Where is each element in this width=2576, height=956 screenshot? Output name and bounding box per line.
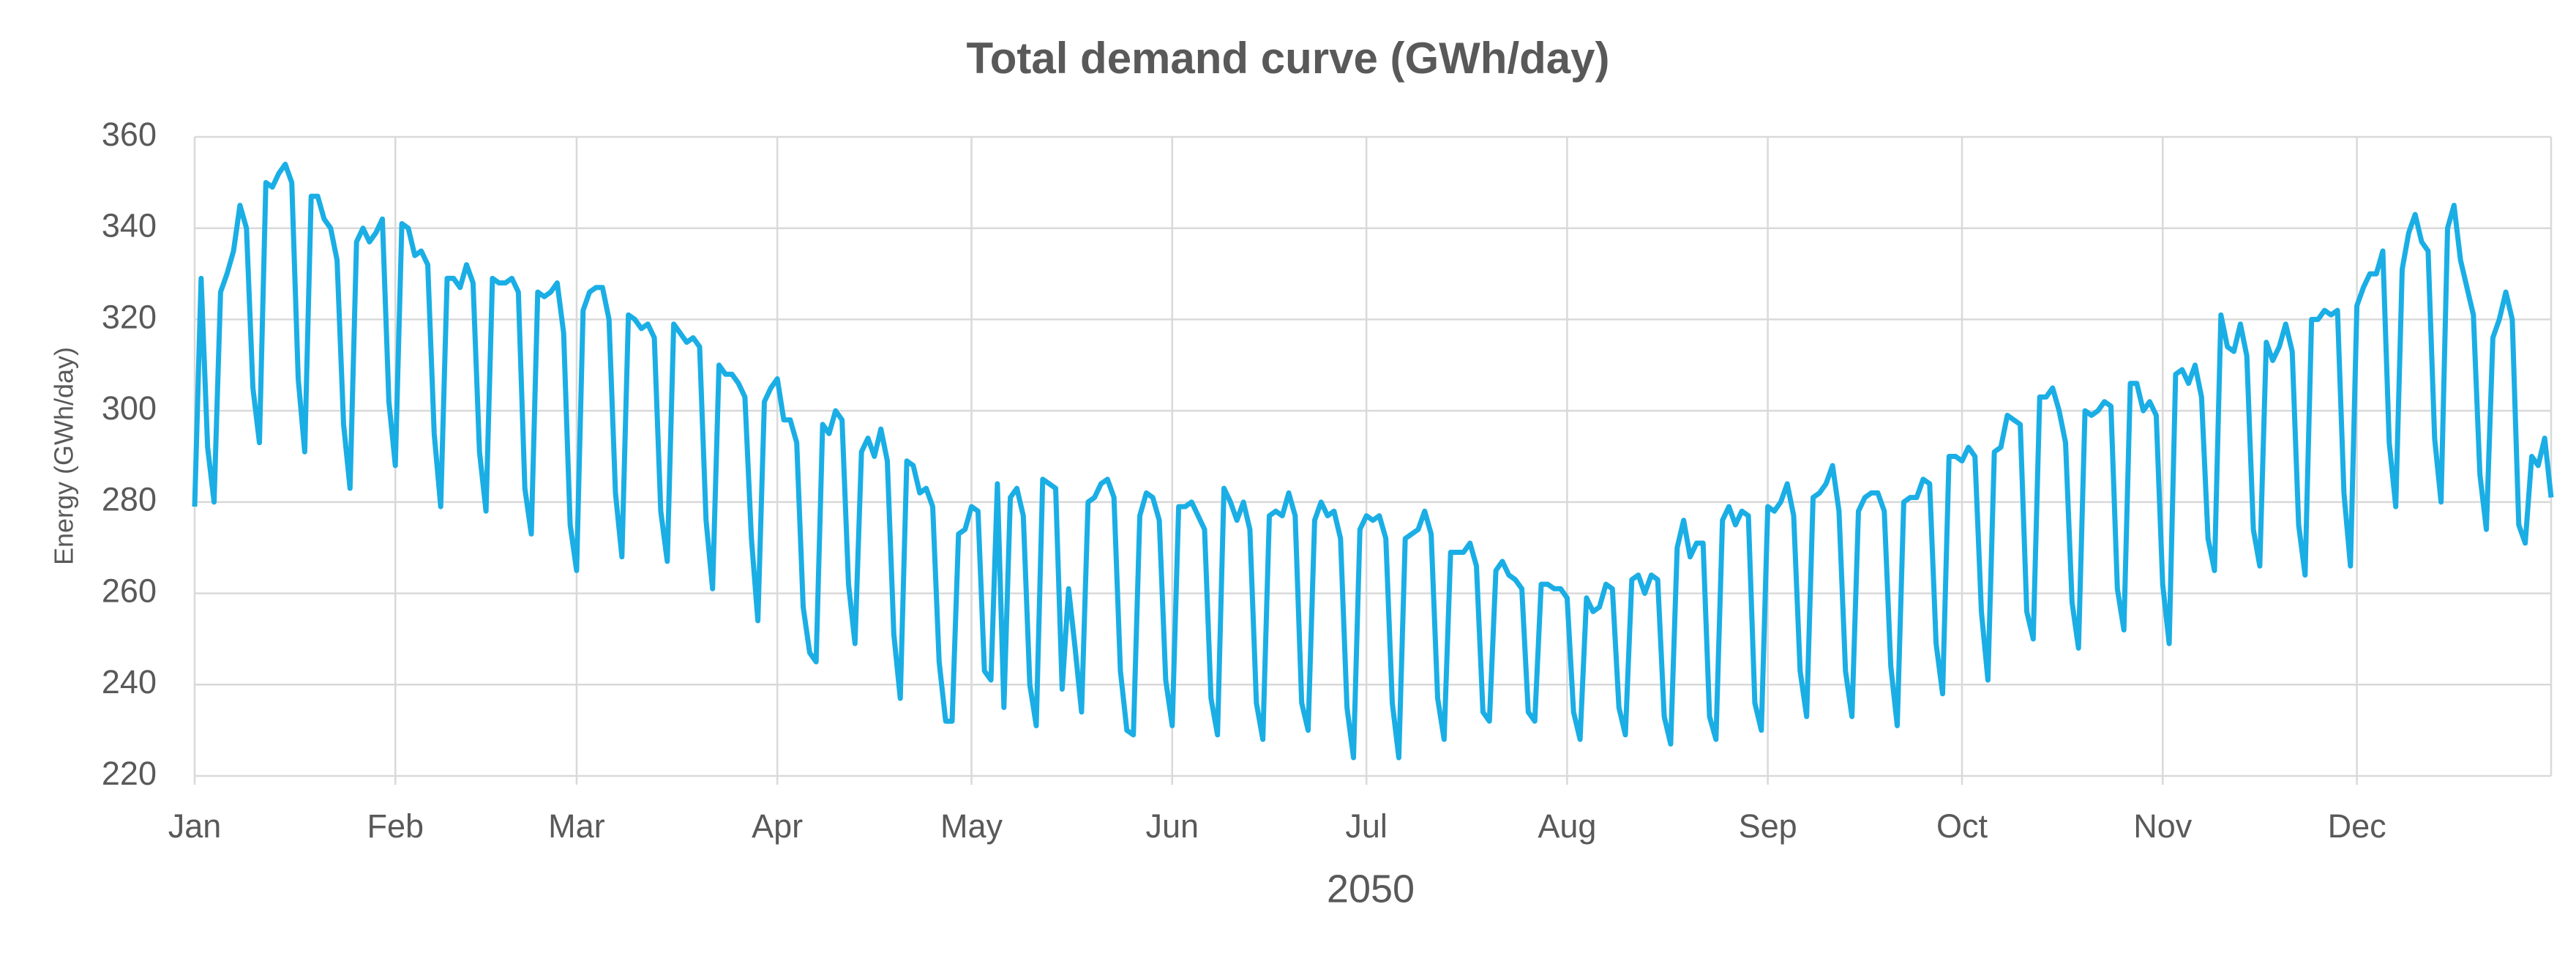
y-tick-label: 360	[102, 116, 157, 153]
y-tick-label: 280	[102, 481, 157, 518]
x-tick-label: Sep	[1739, 807, 1797, 845]
y-axis-title: Energy (GWh/day)	[49, 347, 79, 565]
y-tick-label: 300	[102, 389, 157, 427]
y-tick-label: 320	[102, 298, 157, 335]
x-tick-label: Feb	[367, 807, 424, 845]
x-tick-label: Aug	[1538, 807, 1596, 845]
x-tick-label: Jul	[1345, 807, 1388, 845]
x-axis-title: 2050	[1327, 867, 1415, 911]
x-tick-label: Dec	[2328, 807, 2386, 845]
y-tick-label: 340	[102, 207, 157, 244]
demand-line	[192, 161, 2554, 761]
y-tick-label: 220	[102, 755, 157, 792]
x-tick-label: May	[940, 807, 1003, 845]
y-tick-label: 260	[102, 572, 157, 609]
x-tick-label: Jun	[1145, 807, 1199, 845]
x-tick-label: Jan	[168, 807, 222, 845]
x-tick-label: Oct	[1936, 807, 1988, 845]
y-tick-label: 240	[102, 663, 157, 701]
x-tick-label: Mar	[548, 807, 605, 845]
x-tick-label: Apr	[752, 807, 803, 845]
x-tick-label: Nov	[2133, 807, 2193, 845]
chart-title: Total demand curve (GWh/day)	[967, 34, 1610, 83]
